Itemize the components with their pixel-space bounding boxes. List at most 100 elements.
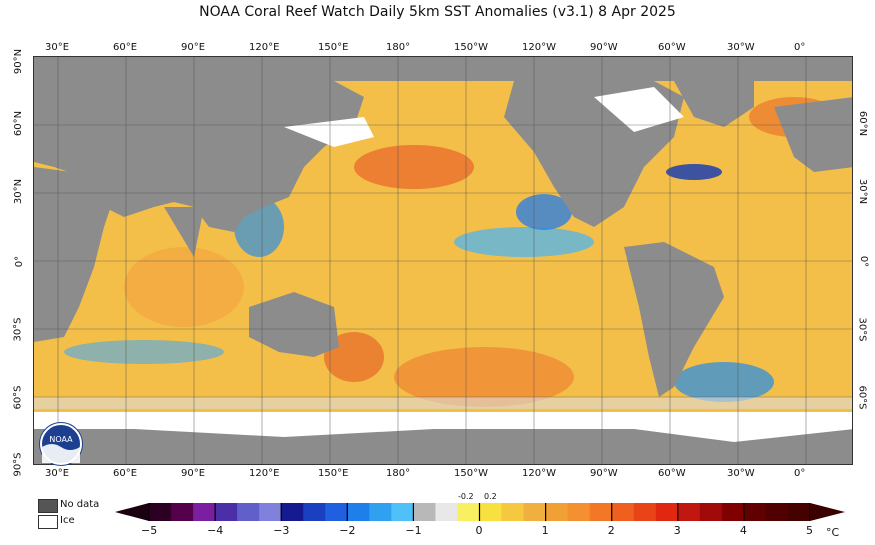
bottom-lon-label: 150°W — [454, 468, 488, 479]
top-lon-label: 0° — [794, 42, 806, 53]
colorbar-tick-label: −2 — [339, 524, 356, 537]
neutral-band-south — [34, 397, 852, 409]
bottom-lon-label: 90°W — [590, 468, 618, 479]
colorbar-tick-label: −1 — [405, 524, 422, 537]
europe — [774, 97, 852, 172]
colorbar-cell — [325, 503, 348, 521]
no-data-label: No data — [60, 499, 100, 510]
colorbar — [115, 503, 845, 521]
colorbar-cell — [765, 503, 789, 521]
colorbar-tick-label: 3 — [673, 524, 681, 537]
colorbar-cell — [721, 503, 745, 521]
top-lon-label: 120°E — [249, 42, 280, 53]
colorbar-cell — [545, 503, 569, 521]
colorbar-cell — [435, 503, 458, 521]
warm-anomaly-north-pacific — [354, 145, 474, 189]
colorbar-tick-label: 1 — [541, 524, 549, 537]
left-lat-label: 30°S — [12, 317, 24, 342]
land-masses — [34, 57, 852, 464]
colorbar-cell — [743, 503, 767, 521]
australia — [249, 292, 339, 357]
colorbar-cell — [457, 503, 480, 521]
colorbar-cell — [523, 503, 547, 521]
noaa-logo: NOAA — [40, 423, 82, 465]
colorbar-cell — [391, 503, 414, 521]
bottom-lon-label: 60°W — [658, 468, 686, 479]
colorbar-tick-label: 0 — [475, 524, 483, 537]
top-lon-label: 90°W — [590, 42, 618, 53]
bottom-lon-label: 90°E — [181, 468, 206, 479]
colorbar-cell — [413, 503, 436, 521]
top-lon-label: 60°E — [113, 42, 138, 53]
left-lat-label: 30°N — [13, 178, 25, 205]
colorbar-tick-label: 4 — [739, 524, 747, 537]
colorbar-inner-tick-pos: 0.2 — [484, 492, 497, 501]
colorbar-cell — [215, 503, 238, 521]
colorbar-cell — [699, 503, 723, 521]
top-lon-label: 180° — [386, 42, 411, 53]
colorbar-cell — [655, 503, 679, 521]
bottom-lon-label: 120°E — [249, 468, 280, 479]
bottom-lon-label: 120°W — [522, 468, 556, 479]
noaa-logo-text: NOAA — [49, 435, 73, 444]
colorbar-cell — [589, 503, 613, 521]
left-lat-label: 90°S — [12, 452, 24, 477]
colorbar-cell — [171, 503, 194, 521]
colorbar-tick-label: −5 — [141, 524, 158, 537]
greenland — [674, 81, 754, 127]
bottom-lon-label: 150°E — [318, 468, 349, 479]
sst-anomaly-map — [33, 56, 853, 465]
arctic-ice — [284, 117, 374, 147]
colorbar-cell — [193, 503, 216, 521]
right-lat-label: 0° — [858, 255, 870, 268]
map-svg — [34, 57, 852, 464]
africa — [34, 167, 114, 342]
colorbar-cell — [237, 503, 260, 521]
colorbar-cell — [259, 503, 282, 521]
colorbar-tick-label: −3 — [273, 524, 290, 537]
top-lon-label: 150°E — [318, 42, 349, 53]
left-lat-label: 60°N — [13, 110, 25, 137]
bottom-lon-label: 30°E — [45, 468, 70, 479]
colorbar-cell — [677, 503, 701, 521]
warm-anomaly-south-pacific — [394, 347, 574, 407]
top-lon-label: 30°W — [727, 42, 755, 53]
colorbar-tick-label: −4 — [207, 524, 224, 537]
colorbar-cell — [369, 503, 392, 521]
colorbar-inner-tick-neg: -0.2 — [458, 492, 474, 501]
cool-anomaly-south-indian — [64, 340, 224, 364]
eurasia — [34, 81, 364, 232]
ice-swatch — [38, 515, 58, 529]
colorbar-cell — [787, 503, 811, 521]
colorbar-cell — [347, 503, 370, 521]
warm-anomaly-tasman — [324, 332, 384, 382]
no-data-swatch — [38, 499, 58, 513]
hudson-ice — [594, 87, 684, 132]
colorbar-cell — [501, 503, 525, 521]
top-lon-label: 150°W — [454, 42, 488, 53]
right-lat-label: 60°N — [857, 110, 869, 137]
colorbar-cell — [633, 503, 657, 521]
graticule — [34, 57, 852, 464]
colorbar-cell — [149, 503, 172, 521]
top-lon-label: 30°E — [45, 42, 70, 53]
polar-north-land — [34, 57, 852, 81]
colorbar-cell — [567, 503, 591, 521]
colorbar-cell — [611, 503, 635, 521]
antarctic-ice — [34, 412, 852, 442]
cool-anomaly-gulf-stream — [666, 164, 722, 180]
colorbar-cell — [303, 503, 326, 521]
colorbar-cell — [479, 503, 503, 521]
bottom-lon-label: 30°W — [727, 468, 755, 479]
left-lat-label: 60°S — [12, 385, 24, 410]
right-lat-label: 30°N — [857, 178, 869, 205]
south-america — [624, 242, 724, 397]
left-lat-label: 0° — [14, 255, 26, 268]
colorbar-tick-label: 5 — [806, 524, 813, 537]
colorbar-tick-label: 2 — [607, 524, 615, 537]
map-title: NOAA Coral Reef Watch Daily 5km SST Anom… — [199, 4, 676, 20]
top-lon-label: 60°W — [658, 42, 686, 53]
right-lat-label: 60°S — [856, 385, 868, 410]
colorbar-unit: °C — [826, 526, 840, 539]
cool-anomaly-equatorial-pacific — [454, 227, 594, 257]
